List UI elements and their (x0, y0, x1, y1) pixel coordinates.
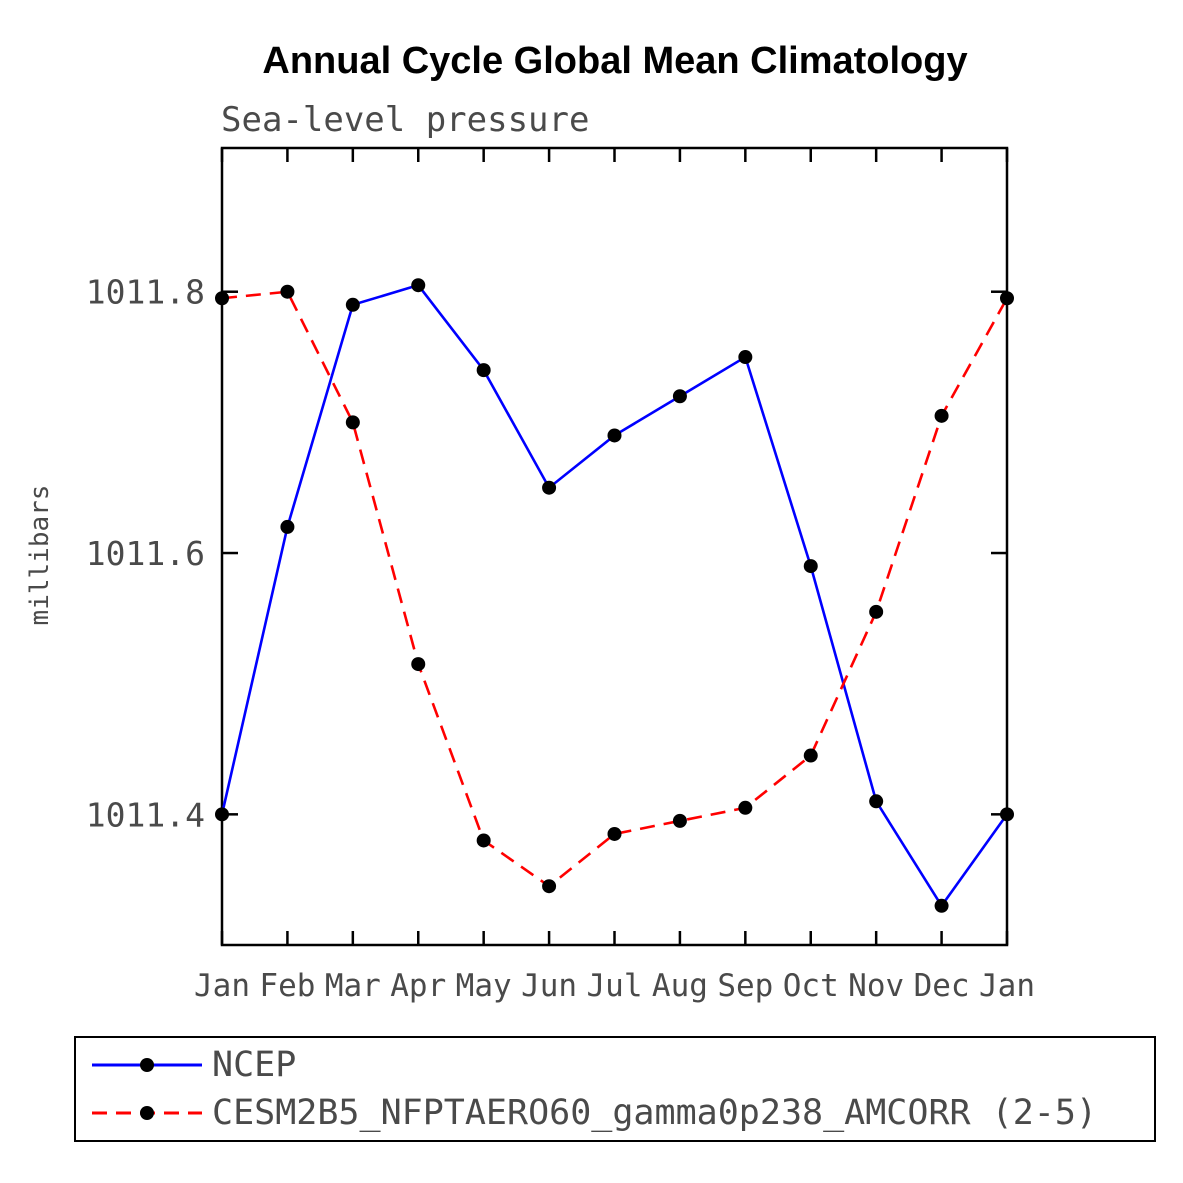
x-tick-label: Jul (587, 968, 643, 1004)
data-point-marker (869, 604, 884, 619)
y-tick-label: 1011.8 (86, 273, 205, 312)
x-tick-label: May (456, 968, 512, 1004)
x-tick-label: Feb (259, 968, 315, 1004)
legend-label-cesm: CESM2B5_NFPTAERO60_gamma0p238_AMCORR (2-… (212, 1093, 1098, 1133)
data-point-marker (738, 800, 753, 815)
data-point-marker (542, 480, 557, 495)
data-point-marker (934, 898, 949, 913)
plot-area: Jan Feb Mar Apr May Jun Jul Aug Sep Oct Nov Dec Jan1… (86, 146, 1035, 1004)
ncep-line-sample (92, 1058, 202, 1072)
x-tick-label: Sep (717, 968, 773, 1004)
legend-item-ncep: NCEP (86, 1043, 1154, 1087)
data-point-marker (803, 559, 818, 574)
data-point-marker (411, 278, 426, 293)
legend: NCEP CESM2B5_NFPTAERO60_gamma0p238_AMCOR… (74, 1036, 1156, 1142)
data-point-marker (869, 794, 884, 809)
data-point-marker (934, 408, 949, 423)
data-point-marker (738, 350, 753, 365)
cesm-line-sample (92, 1106, 202, 1120)
ncep-line (220, 283, 1009, 909)
x-tick-label: Dec (914, 968, 970, 1004)
legend-label-ncep: NCEP (212, 1045, 297, 1085)
data-point-marker (1000, 291, 1014, 306)
data-point-marker (607, 826, 622, 841)
cesm-line (221, 290, 1009, 888)
legend-sample-marker (140, 1106, 154, 1120)
data-point-marker (345, 297, 360, 312)
chart-title: Annual Cycle Global Mean Climatology (262, 40, 968, 82)
x-tick-label: Jan (194, 968, 250, 1004)
data-point-marker (672, 389, 687, 404)
data-point-marker (215, 807, 229, 822)
data-point-marker (215, 291, 229, 306)
data-point-marker (476, 363, 491, 378)
x-tick-label: Oct (783, 968, 839, 1004)
data-point-marker (411, 657, 426, 672)
x-tick-label: Aug (652, 968, 708, 1004)
data-point-marker (345, 415, 360, 430)
data-point-marker (607, 428, 622, 443)
x-tick-label: Mar (325, 968, 381, 1004)
chart-subtitle: Sea-level pressure (221, 100, 590, 140)
y-tick-label: 1011.6 (86, 534, 205, 573)
legend-item-cesm: CESM2B5_NFPTAERO60_gamma0p238_AMCORR (2-… (86, 1091, 1154, 1135)
x-tick-label: Jun (521, 968, 577, 1004)
x-tick-label: Nov (848, 968, 904, 1004)
data-point-marker (542, 879, 557, 894)
data-point-marker (476, 833, 491, 848)
data-point-marker (1000, 807, 1014, 822)
x-tick-label: Apr (390, 968, 446, 1004)
y-tick-label: 1011.4 (86, 795, 205, 834)
data-point-marker (672, 813, 687, 828)
legend-sample-marker (140, 1058, 154, 1072)
data-point-marker (803, 748, 818, 763)
data-point-marker (280, 519, 295, 534)
plot-frame (220, 146, 1009, 947)
x-tick-label: Jan (979, 968, 1035, 1004)
data-point-marker (280, 284, 295, 299)
